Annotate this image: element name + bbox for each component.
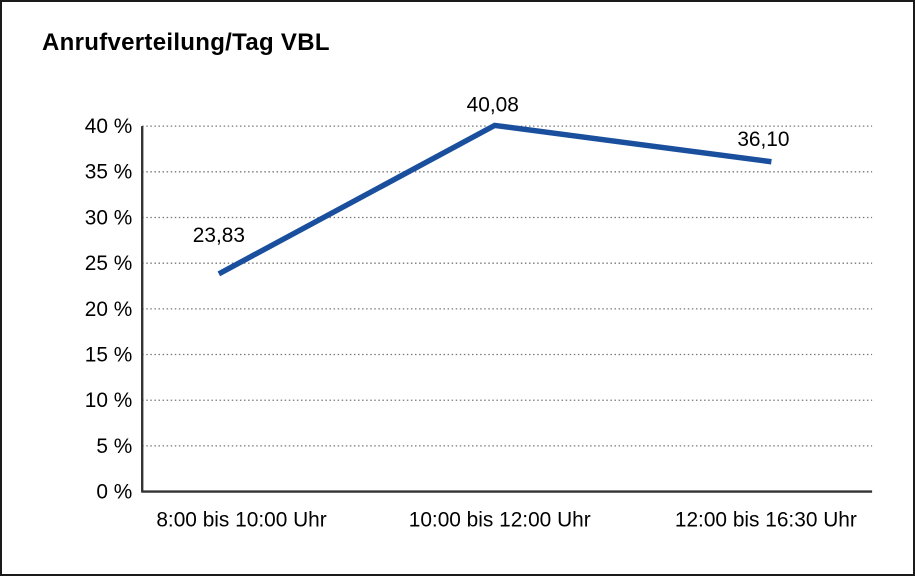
- y-tick-label: 20 %: [85, 298, 133, 321]
- data-point-label: 23,83: [193, 224, 245, 247]
- data-point-label: 36,10: [737, 128, 789, 151]
- y-tick-label: 10 %: [85, 389, 133, 412]
- x-category-label: 8:00 bis 10:00 Uhr: [156, 508, 326, 531]
- y-tick-label: 30 %: [85, 206, 133, 229]
- chart-title: Anrufverteilung/Tag VBL: [42, 29, 330, 56]
- y-tick-label: 40 %: [85, 115, 133, 138]
- x-category-label: 10:00 bis 12:00 Uhr: [409, 508, 591, 531]
- y-tick-label: 25 %: [85, 252, 133, 275]
- y-tick-label: 35 %: [85, 161, 133, 184]
- x-category-label: 12:00 bis 16:30 Uhr: [675, 508, 857, 531]
- y-tick-label: 0 %: [96, 481, 132, 504]
- data-point-label: 40,08: [467, 93, 519, 116]
- data-line: [217, 122, 772, 277]
- y-tick-label: 5 %: [96, 435, 132, 458]
- y-tick-label: 15 %: [85, 343, 133, 366]
